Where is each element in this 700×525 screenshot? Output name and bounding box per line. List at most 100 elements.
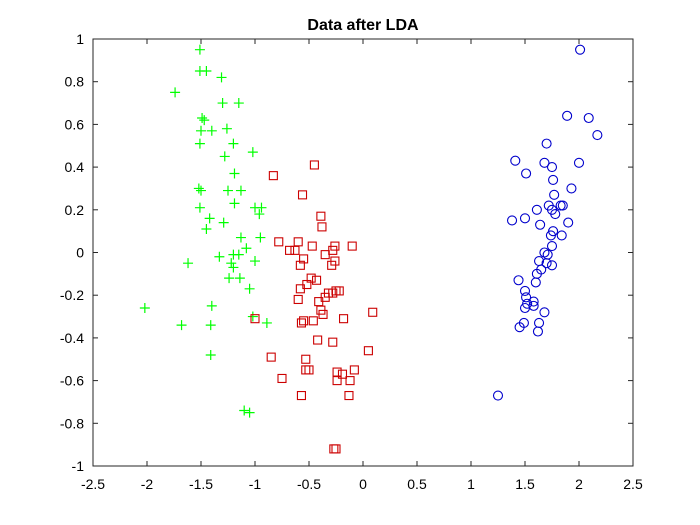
plus-point — [229, 168, 240, 179]
plus-point — [204, 213, 215, 224]
circle-point — [510, 155, 521, 166]
x-tick-label: 2.5 — [623, 476, 643, 492]
series-plus — [139, 44, 272, 418]
square-point — [295, 284, 305, 294]
x-tick-label: 0.5 — [407, 476, 427, 492]
x-tick-label: 0 — [359, 476, 367, 492]
plus-point — [196, 125, 206, 136]
circle-point — [528, 296, 539, 307]
circle-point — [506, 215, 518, 226]
axes: -2.5 -2 -1.5 -1 -0.5 0 0.5 1 1.5 2 2.5 -1 -0.8 -0.6 -0… — [60, 31, 643, 492]
square-point — [317, 222, 327, 232]
square-point — [318, 309, 328, 319]
square-point — [307, 241, 317, 251]
circle-point — [545, 230, 556, 241]
square-point — [308, 316, 318, 326]
square-point — [337, 369, 348, 379]
plus-point — [214, 251, 225, 262]
y-tick-label: -0.2 — [60, 287, 84, 303]
plus-point — [176, 320, 187, 331]
square-point — [349, 365, 359, 375]
x-tick-label: 1.5 — [515, 476, 535, 492]
circle-point — [531, 204, 542, 215]
square-point — [316, 211, 326, 221]
square-point — [296, 390, 306, 401]
plus-point — [228, 138, 239, 149]
circle-point — [566, 183, 577, 194]
plus-point — [199, 115, 210, 126]
chart-title: Data after LDA — [307, 17, 419, 34]
x-tick-label: -1.5 — [189, 476, 213, 492]
plus-point — [254, 209, 265, 220]
plus-point — [244, 407, 255, 418]
square-point — [347, 241, 357, 251]
y-tick-label: -0.8 — [60, 415, 84, 431]
circle-point — [519, 285, 531, 296]
plus-point — [233, 98, 244, 109]
plus-point — [205, 320, 216, 331]
x-tick-label: 2 — [575, 476, 583, 492]
y-tick-label: -1 — [72, 458, 85, 474]
circle-point — [575, 44, 586, 55]
circle-point — [546, 260, 558, 271]
plus-point — [256, 202, 267, 213]
plus-point — [239, 405, 250, 416]
plus-point — [229, 198, 240, 209]
plus-point — [221, 123, 232, 134]
circle-point — [539, 307, 550, 318]
circle-point — [535, 219, 546, 230]
circle-point — [513, 275, 524, 286]
square-point — [309, 160, 319, 170]
circle-point — [539, 247, 550, 258]
plot-marks — [139, 44, 603, 454]
plus-point — [218, 217, 229, 228]
y-tick-label: -0.4 — [60, 330, 84, 346]
circle-point — [519, 213, 531, 224]
x-tick-label: -2.5 — [81, 476, 105, 492]
plus-point — [205, 349, 216, 360]
x-tick-label: 1 — [467, 476, 475, 492]
plus-point — [250, 256, 260, 267]
circle-point — [550, 209, 561, 220]
square-point — [301, 354, 311, 364]
circle-point — [530, 277, 541, 288]
x-tick-label: -2 — [141, 476, 154, 492]
square-point — [332, 376, 342, 386]
y-tick-label: 0.6 — [65, 116, 85, 132]
plus-point — [226, 258, 237, 269]
plus-point — [206, 125, 217, 136]
square-point — [266, 352, 276, 362]
plus-point — [223, 185, 233, 196]
square-point — [328, 337, 338, 347]
plus-point — [196, 185, 206, 196]
circle-point — [546, 162, 558, 173]
x-tick-label: -0.5 — [297, 476, 321, 492]
square-point — [334, 286, 344, 296]
square-point — [295, 260, 305, 270]
plus-point — [216, 72, 227, 83]
plus-point — [197, 112, 208, 123]
circle-point — [548, 174, 559, 185]
square-point — [368, 307, 378, 317]
square-point — [297, 190, 308, 200]
plus-point — [247, 147, 258, 158]
plus-point — [261, 317, 272, 328]
square-point — [250, 314, 260, 324]
square-point — [320, 250, 330, 260]
plus-point — [241, 243, 252, 254]
circle-point — [541, 258, 552, 269]
plus-point — [193, 183, 204, 194]
plus-point — [235, 232, 246, 243]
square-point — [285, 245, 295, 255]
series-circle — [492, 44, 603, 401]
plus-point — [201, 66, 212, 77]
square-point — [268, 171, 278, 181]
plus-point — [233, 249, 244, 260]
square-point — [299, 316, 309, 326]
plus-point — [255, 232, 266, 243]
square-point — [293, 294, 303, 305]
circle-point — [492, 390, 504, 401]
square-point — [274, 237, 284, 247]
circle-point — [521, 292, 532, 303]
